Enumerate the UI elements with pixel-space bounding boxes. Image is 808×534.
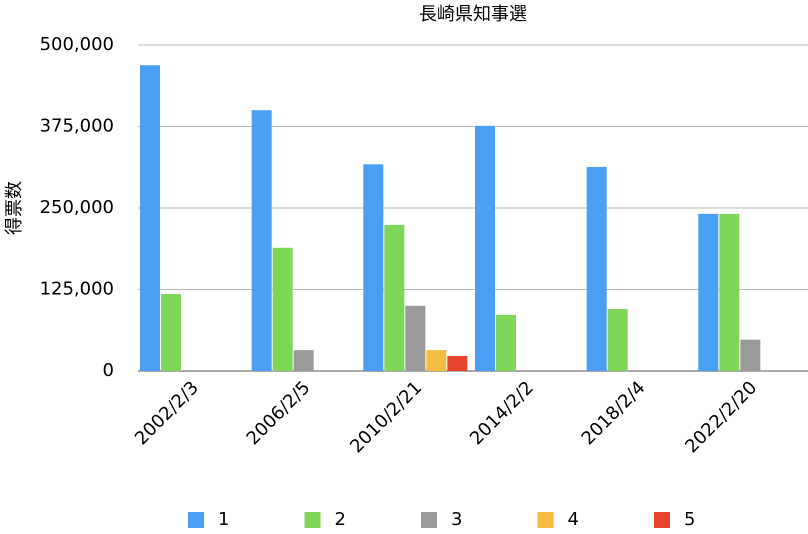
y-tick-label: 0 xyxy=(103,360,114,381)
bar xyxy=(607,309,628,371)
x-tick-label: 2022/2/20 xyxy=(681,377,761,457)
chart-title: 長崎県知事選 xyxy=(419,4,527,25)
x-tick-label: 2006/2/5 xyxy=(243,377,315,449)
bar xyxy=(740,339,761,371)
bar xyxy=(405,305,426,371)
legend-label: 2 xyxy=(335,509,346,530)
x-tick-label: 2002/2/3 xyxy=(131,377,203,449)
bar xyxy=(586,166,607,371)
bar xyxy=(251,110,272,371)
bar xyxy=(363,164,384,371)
legend-label: 4 xyxy=(568,509,579,530)
bar xyxy=(475,125,495,372)
bar xyxy=(496,314,516,371)
bar xyxy=(161,294,181,371)
legend-swatch xyxy=(654,512,670,528)
legend-swatch xyxy=(537,512,554,528)
bar xyxy=(140,65,160,371)
y-tick-label: 500,000 xyxy=(40,34,114,55)
x-tick-label: 2010/2/21 xyxy=(346,377,426,457)
legend-swatch xyxy=(304,512,321,528)
bar xyxy=(426,350,447,371)
bar xyxy=(719,213,740,371)
bar xyxy=(384,224,405,371)
legend-swatch xyxy=(421,512,437,528)
bar xyxy=(272,247,293,371)
bar xyxy=(447,356,468,371)
y-tick-label: 375,000 xyxy=(40,116,114,137)
legend-label: 3 xyxy=(451,509,462,530)
x-tick-label: 2018/2/4 xyxy=(578,377,650,449)
legend-label: 1 xyxy=(218,509,229,530)
bar xyxy=(293,350,314,371)
y-tick-label: 250,000 xyxy=(40,197,114,218)
y-tick-label: 125,000 xyxy=(40,279,114,300)
legend-label: 5 xyxy=(684,509,695,530)
y-axis-label: 得票数 xyxy=(4,181,25,235)
bar xyxy=(698,213,719,371)
x-tick-label: 2014/2/2 xyxy=(466,377,538,449)
legend-swatch xyxy=(188,512,204,528)
